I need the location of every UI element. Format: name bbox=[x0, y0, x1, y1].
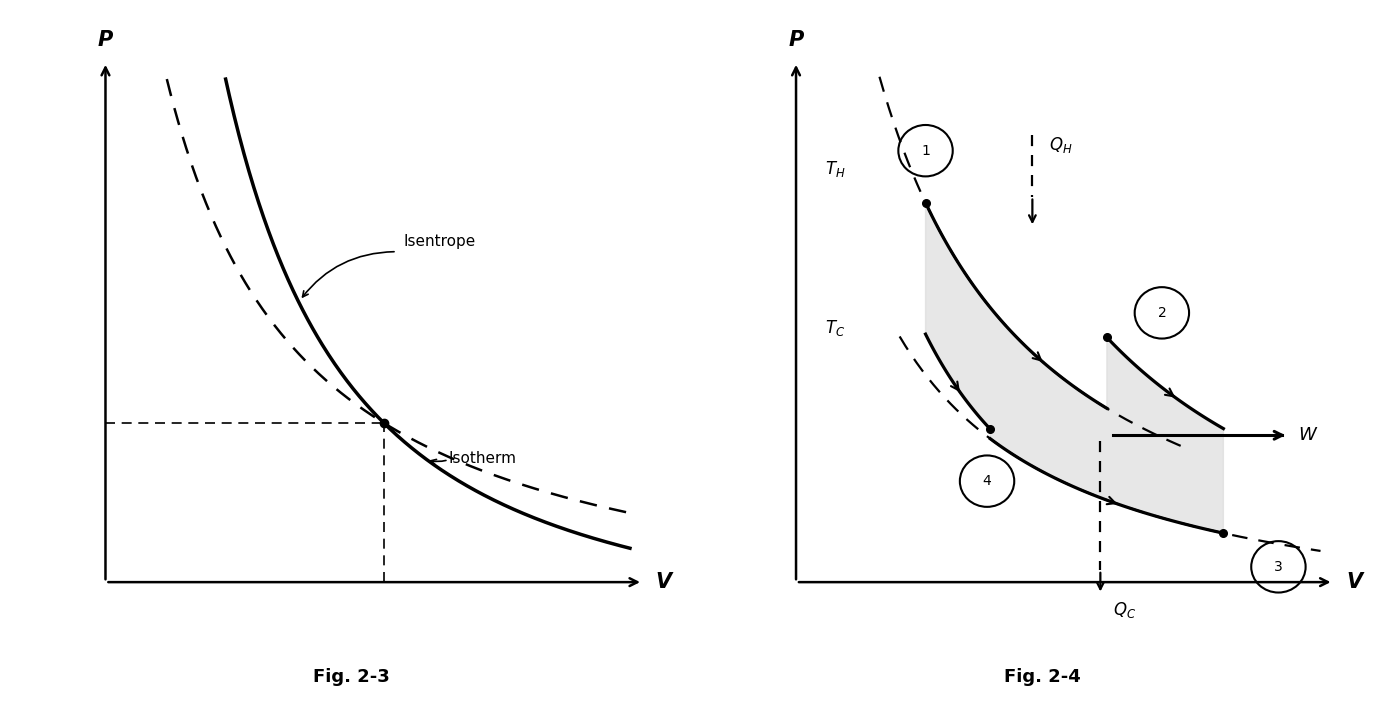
Text: V: V bbox=[1346, 572, 1363, 592]
Text: Isentrope: Isentrope bbox=[403, 233, 476, 249]
Text: Isotherm: Isotherm bbox=[449, 451, 516, 466]
Text: P: P bbox=[788, 30, 804, 50]
Text: $Q_H$: $Q_H$ bbox=[1049, 135, 1073, 156]
Text: 2: 2 bbox=[1158, 306, 1166, 320]
Text: 4: 4 bbox=[982, 474, 992, 488]
Text: $T_H$: $T_H$ bbox=[826, 159, 845, 179]
Text: P: P bbox=[98, 30, 113, 50]
Text: Fig. 2-3: Fig. 2-3 bbox=[312, 668, 391, 686]
Text: $W$: $W$ bbox=[1297, 427, 1318, 444]
Text: V: V bbox=[656, 572, 672, 592]
Polygon shape bbox=[925, 203, 1223, 533]
Text: Fig. 2-4: Fig. 2-4 bbox=[1004, 668, 1081, 686]
Text: $T_C$: $T_C$ bbox=[826, 318, 845, 338]
Text: $Q_C$: $Q_C$ bbox=[1113, 601, 1137, 621]
Text: 3: 3 bbox=[1274, 560, 1283, 574]
Text: 1: 1 bbox=[921, 144, 930, 158]
